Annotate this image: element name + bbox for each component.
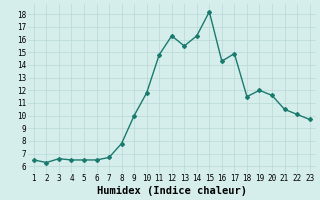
X-axis label: Humidex (Indice chaleur): Humidex (Indice chaleur) (97, 186, 247, 196)
